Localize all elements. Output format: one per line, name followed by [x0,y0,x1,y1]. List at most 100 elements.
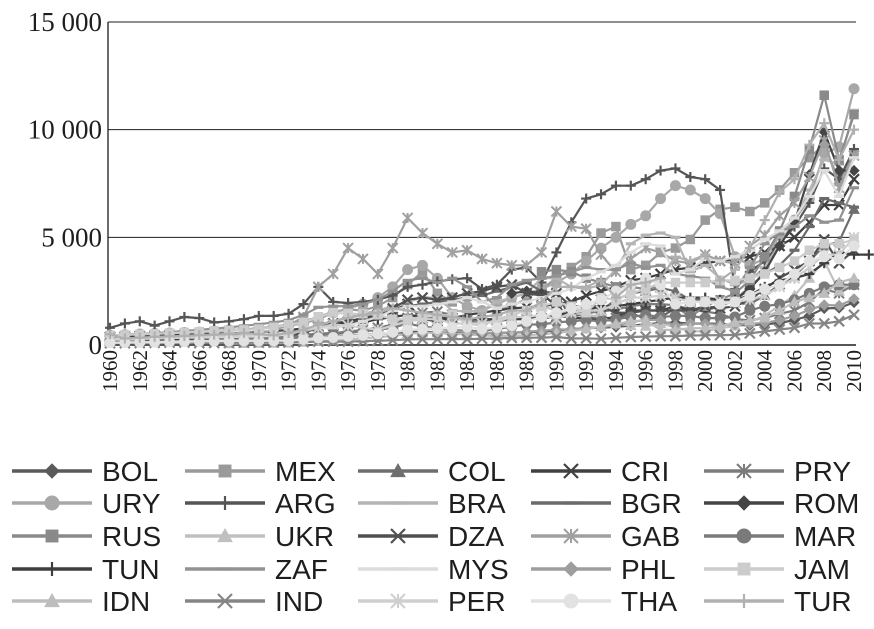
data-point-zaf-shape [685,274,696,278]
data-point-rom [833,164,845,177]
data-point-ind-stroke [654,330,667,342]
data-point-ind-stroke [788,321,801,334]
data-point-gab [595,248,607,261]
data-point-ury-shape [699,193,711,205]
data-point-bgr-shape [849,205,859,209]
data-point-mex [759,198,770,208]
data-point-bgr-shape [804,224,815,229]
data-point-jam-shape [774,262,785,273]
data-point-zaf [536,276,547,280]
data-point-idn-shape [639,314,652,325]
data-point-phl [803,303,816,316]
data-point-ind-stroke [714,329,726,341]
data-point-tha [431,322,443,334]
data-point-zaf [804,214,815,218]
data-point-zaf [819,220,830,224]
data-point-zaf-shape [596,268,607,272]
data-point-bgr [834,201,845,205]
data-point-gab [446,246,458,259]
data-point-cri-stroke [744,250,756,263]
series-group [104,83,874,350]
data-point-idn-shape [654,323,667,335]
legend-label: TUN [102,554,160,585]
data-point-zaf [685,274,696,278]
legend-item-mys: MYS [358,554,509,585]
data-point-zaf-shape [357,302,368,306]
data-point-bgr-shape [491,289,502,293]
data-point-tur [596,275,607,286]
data-point-ind [491,332,503,345]
legend-marker-shape [44,592,60,608]
data-point-phl-shape [773,314,786,326]
data-point-zaf [834,218,845,222]
legend-label: RUS [102,521,161,552]
legend-item-per: PER [358,586,506,617]
data-point-ind-stroke [386,334,399,347]
data-point-gab [520,259,533,272]
data-point-zaf-shape [462,285,473,289]
data-point-phl [848,293,860,305]
data-point-gab [818,134,830,147]
data-point-mys-shape [670,272,681,276]
data-point-zaf-shape [729,289,740,293]
data-point-bra-shape [625,242,636,246]
data-point-gab [372,268,384,280]
data-point-bgr-shape [417,302,428,306]
data-point-tur [670,251,681,262]
data-point-zaf [729,289,740,293]
legend: BOL MEX COL CRI PRY URY ARG BRA BGR ROM RUS UKR DZA G… [12,456,859,617]
data-point-tur [700,249,711,260]
legend-marker [218,464,232,478]
data-point-mys [625,250,636,255]
data-point-ind [401,333,414,346]
data-point-zaf [640,265,651,270]
data-point-arg [268,310,279,321]
data-point-zaf-shape [789,224,800,229]
data-point-zaf-shape [625,261,636,265]
data-point-gab [357,253,369,265]
data-point-tha [550,307,562,319]
data-point-zaf [849,186,859,190]
data-point-gab [565,220,577,233]
data-point-ind-stroke [625,331,637,343]
data-point-idn [565,325,578,336]
x-tick-label: 1972 [277,350,301,392]
data-point-mys [804,194,815,199]
data-point-mys-shape [759,237,770,242]
legend-marker [564,501,578,505]
legend-item-mex: MEX [185,456,336,487]
data-point-ind-stroke [848,309,860,321]
data-point-tha-shape [491,322,503,334]
data-point-bra [640,233,651,237]
data-point-bra [491,300,502,304]
data-point-phl [818,299,830,311]
legend-label: JAM [794,554,850,585]
data-point-tha-shape [387,326,399,338]
data-point-idn-shape [773,304,786,316]
legend-marker-shape [45,529,59,543]
data-point-idn-shape [818,287,831,298]
data-point-tha [759,283,771,295]
legend-marker [563,593,579,609]
data-point-ury [848,83,860,95]
data-point-tha [580,298,592,310]
legend-marker-shape [391,501,405,505]
data-point-arg [253,310,264,321]
data-point-tha [595,294,607,306]
data-point-ury-shape [416,259,428,271]
data-point-mar-shape [744,305,756,317]
data-point-bra [700,263,711,267]
legend-marker [218,496,232,510]
data-point-zaf [387,289,398,293]
data-point-bra [804,188,815,192]
data-point-idn [654,323,667,335]
data-point-tha [684,296,696,308]
x-tick-label: 2004 [753,350,777,393]
data-point-zaf [432,280,443,285]
data-point-zaf [506,283,517,287]
data-point-arg [655,165,666,176]
data-point-mys [462,296,473,300]
data-point-jam-shape [745,273,755,283]
data-point-mex-shape [759,198,770,208]
data-point-tha [565,302,577,314]
